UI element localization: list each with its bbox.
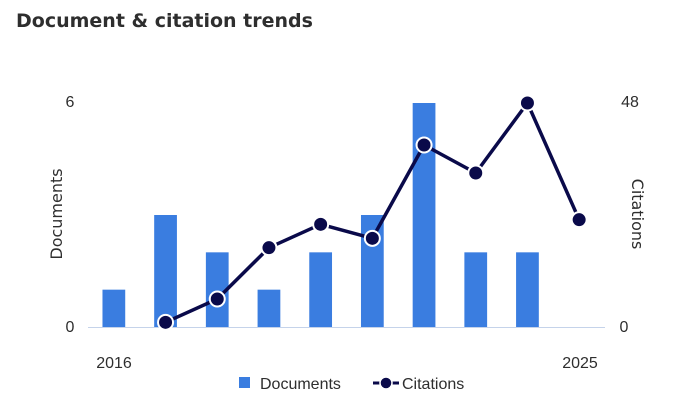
y-left-axis-title: Documents	[47, 168, 66, 259]
y-right-tick-min: 0	[620, 319, 629, 336]
y-right-tick-max: 48	[621, 94, 639, 111]
legend-citations-marker	[379, 376, 393, 390]
citations-point-2022[interactable]	[415, 136, 433, 154]
documents-bar-2017[interactable]	[154, 215, 177, 327]
documents-bar-2022[interactable]	[412, 103, 436, 327]
legend-item-citations[interactable]: Citations	[373, 376, 464, 393]
legend[interactable]: Documents Citations	[239, 376, 464, 393]
citations-point-2019[interactable]	[260, 239, 278, 257]
documents-bar-2024[interactable]	[516, 252, 539, 327]
chart-title: Document & citation trends	[16, 10, 313, 32]
citations-point-2021[interactable]	[363, 229, 381, 247]
legend-item-documents[interactable]: Documents	[239, 376, 341, 393]
citations-point-2017[interactable]	[157, 313, 175, 331]
y-right-axis-title: Citations	[628, 179, 647, 250]
y-left-tick-min: 0	[66, 319, 75, 336]
documents-bars	[102, 103, 539, 327]
y-left-tick-max: 6	[66, 94, 75, 111]
x-tick-last: 2025	[562, 355, 598, 372]
legend-documents-label: Documents	[260, 376, 341, 393]
citations-point-2018[interactable]	[208, 290, 226, 308]
documents-bar-2020[interactable]	[309, 252, 333, 327]
citations-point-2023[interactable]	[467, 164, 485, 182]
documents-bar-2019[interactable]	[257, 289, 281, 327]
x-tick-first: 2016	[96, 355, 132, 372]
citations-point-2024[interactable]	[518, 94, 536, 112]
documents-bar-2016[interactable]	[102, 289, 126, 327]
documents-bar-2018[interactable]	[205, 252, 229, 327]
citations-point-2020[interactable]	[312, 215, 330, 233]
citations-point-2025[interactable]	[570, 211, 588, 229]
legend-documents-swatch	[239, 377, 250, 388]
citations-line-layer	[157, 94, 588, 331]
legend-citations-label: Citations	[402, 376, 464, 393]
documents-bar-2023[interactable]	[464, 252, 488, 327]
